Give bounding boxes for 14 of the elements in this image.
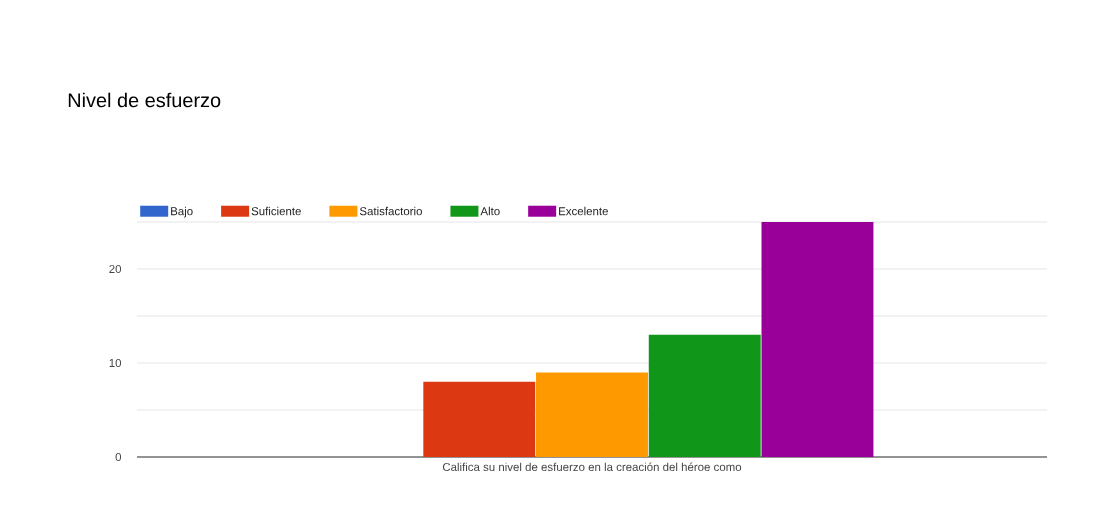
legend-label: Alto [480,206,500,216]
legend-label: Bajo [171,206,193,218]
bar [423,381,536,457]
legend-label: Satisfactorio [359,206,422,216]
y-tick-label: 10 [109,358,122,368]
y-tick-label: 20 [109,264,122,274]
legend-label: Suficiente [251,206,301,216]
y-tick-label: 0 [115,452,122,462]
legend-label: Excelente [559,206,608,216]
bar [761,221,874,457]
chart-title: Nivel de esfuerzo [68,92,221,108]
bar [648,334,761,457]
x-tick-label: Califica su nivel de esfuerzo en la creación del héroe como [442,462,742,472]
bar [536,372,648,457]
